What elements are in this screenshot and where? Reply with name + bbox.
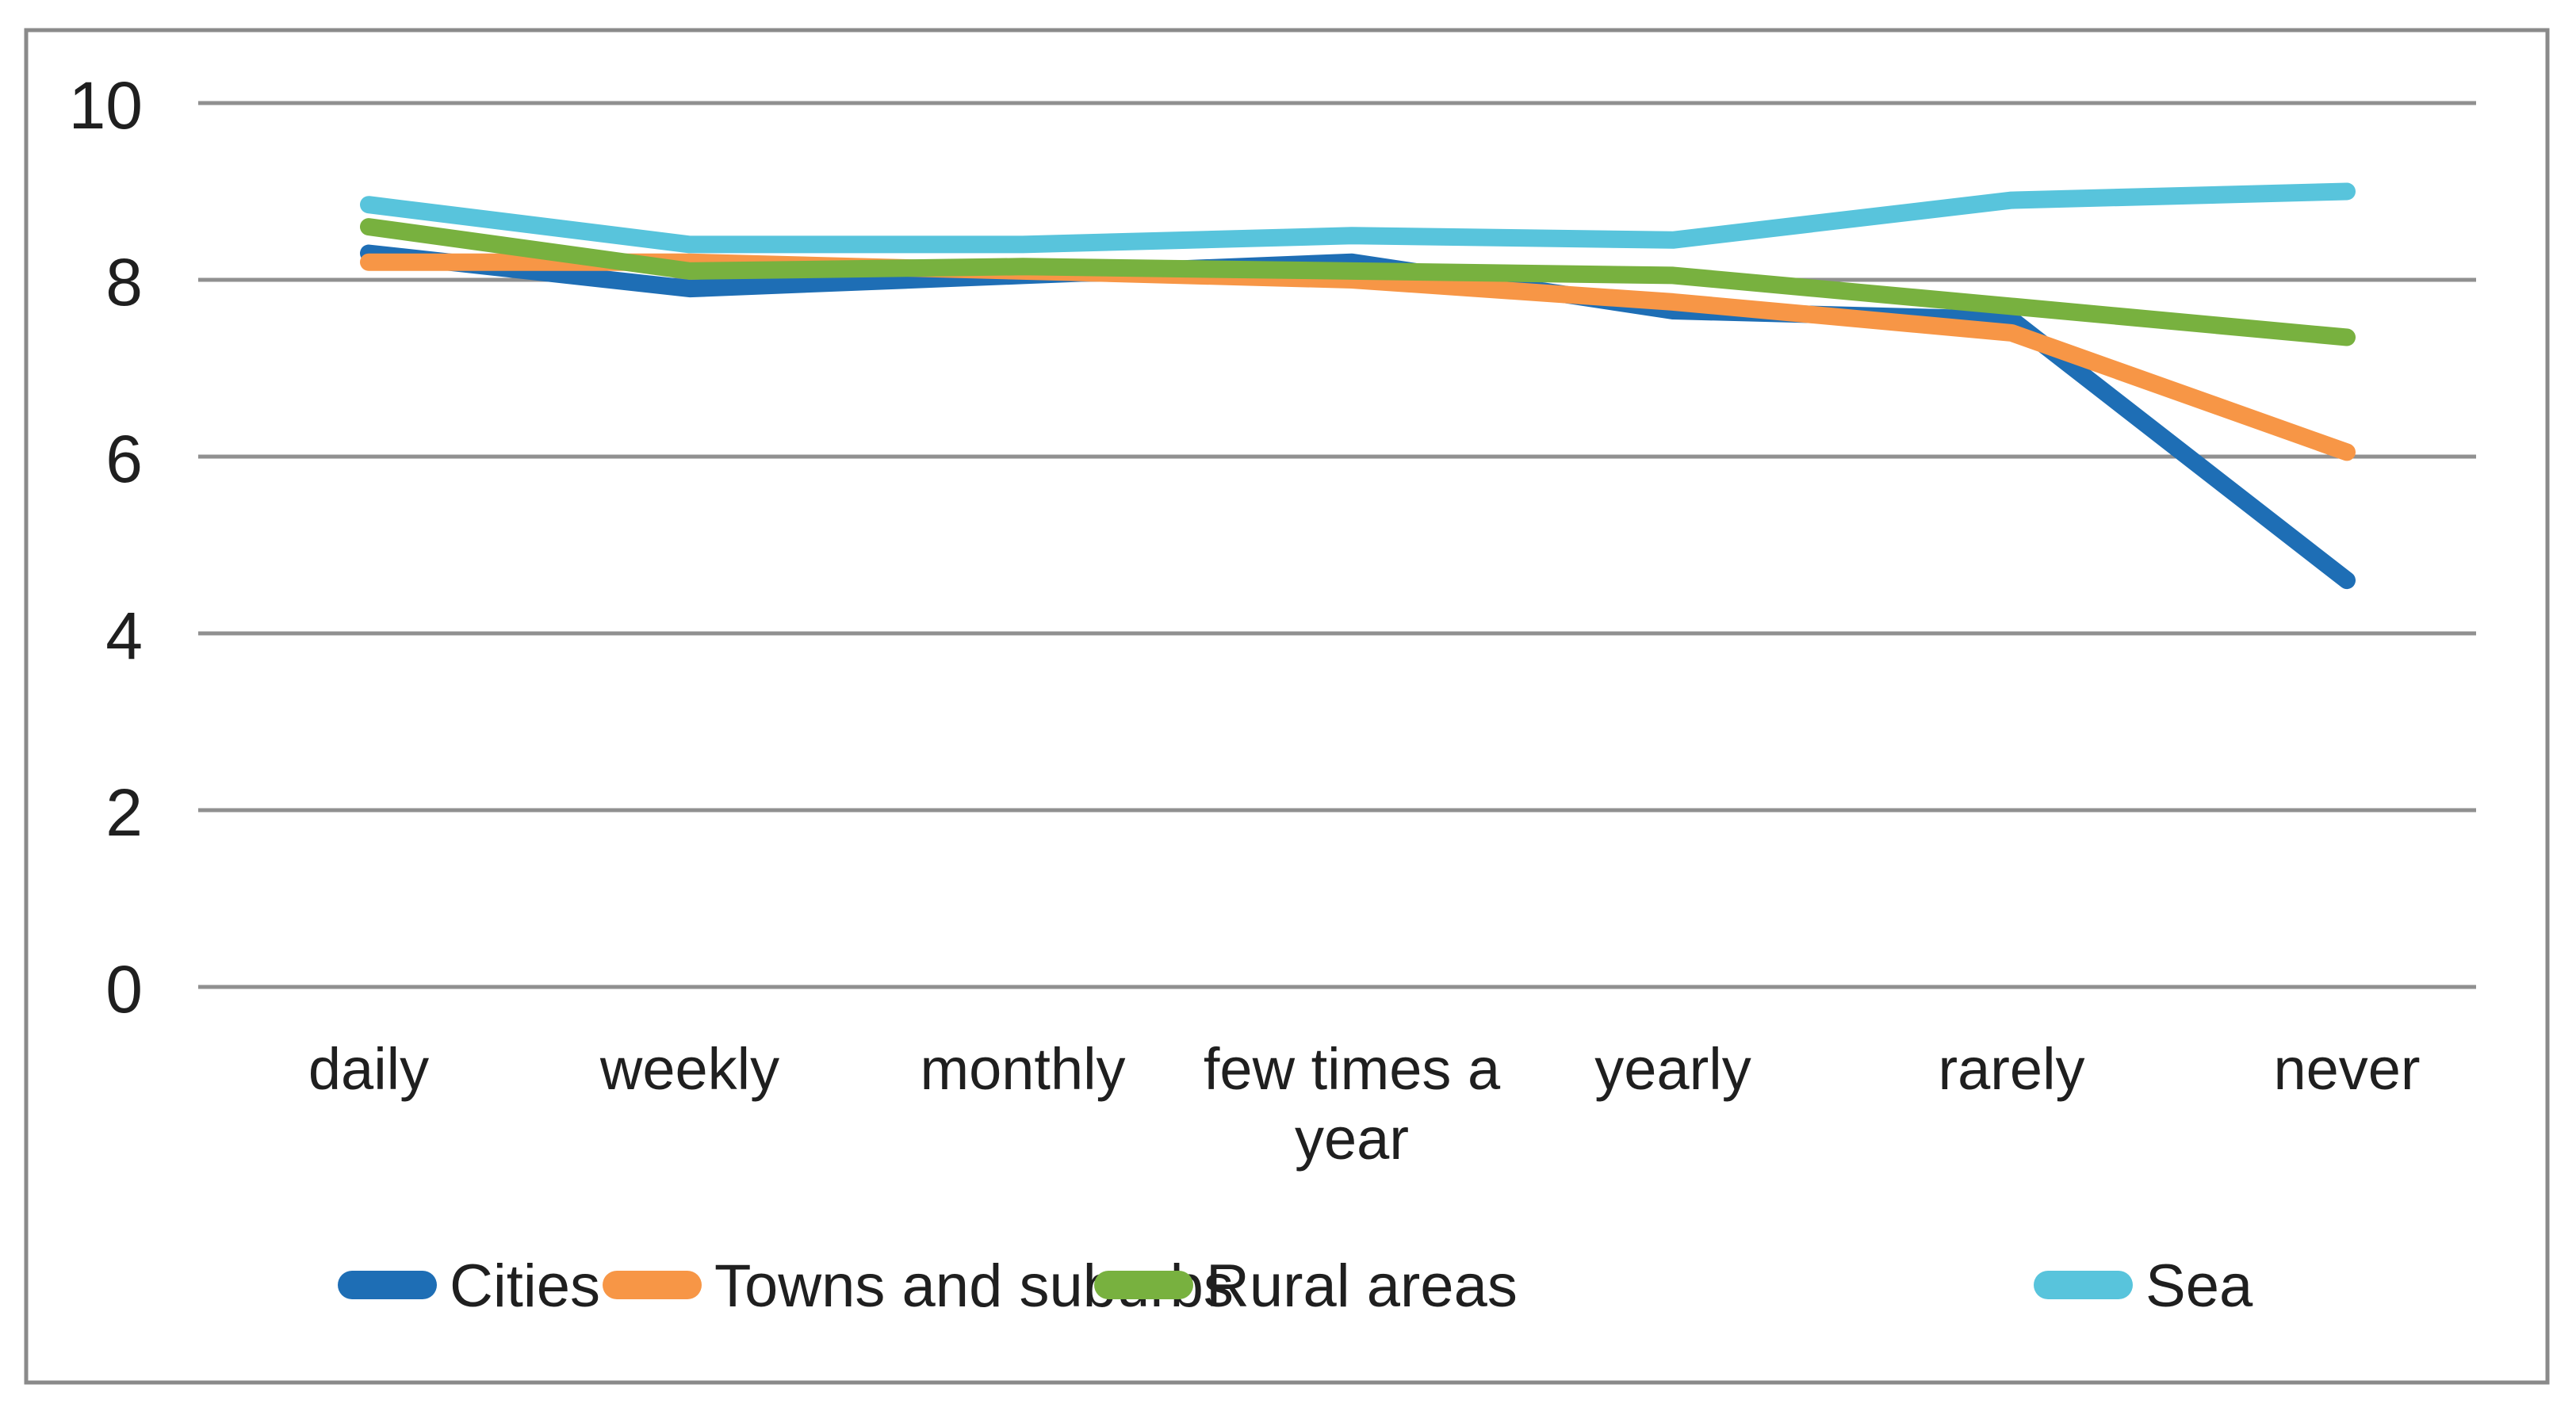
- legend-item-sea: Sea: [2034, 1252, 2253, 1320]
- legend-item-rural-areas: Rural areas: [1094, 1252, 1518, 1320]
- x-tick-label-yearly: yearly: [1594, 1036, 1751, 1102]
- legend-label-cities: Cities: [450, 1252, 600, 1320]
- series-line-cities: [360, 244, 2356, 590]
- series-line-towns-and-suburbs: [360, 253, 2356, 461]
- x-tick-label-few-times-a-year: few times a: [1204, 1036, 1501, 1102]
- x-tick-label-monthly: monthly: [920, 1036, 1125, 1102]
- x-tick-label-never: never: [2273, 1036, 2420, 1102]
- y-tick-label-6: 6: [105, 422, 143, 496]
- y-tick-label-4: 4: [105, 599, 143, 673]
- legend-item-cities: Cities: [338, 1252, 600, 1320]
- x-tick-label-few-times-a-year-line2: year: [1295, 1106, 1409, 1172]
- series-line-rural-areas: [360, 218, 2356, 346]
- chart-border: [24, 28, 2550, 1385]
- y-tick-label-2: 2: [105, 775, 143, 850]
- y-tick-label-0: 0: [105, 952, 143, 1027]
- legend-label-rural-areas: Rural areas: [1206, 1252, 1518, 1320]
- series-lines: [360, 182, 2356, 590]
- x-tick-label-weekly: weekly: [599, 1036, 779, 1102]
- y-tick-label-8: 8: [105, 245, 143, 319]
- x-tick-label-rarely: rarely: [1938, 1036, 2084, 1102]
- y-axis-labels: 0 2 4 6 8 10: [69, 68, 143, 1027]
- x-tick-label-daily: daily: [308, 1036, 429, 1102]
- legend-label-sea: Sea: [2145, 1252, 2253, 1320]
- y-tick-label-10: 10: [69, 68, 143, 143]
- series-line-sea: [360, 182, 2356, 254]
